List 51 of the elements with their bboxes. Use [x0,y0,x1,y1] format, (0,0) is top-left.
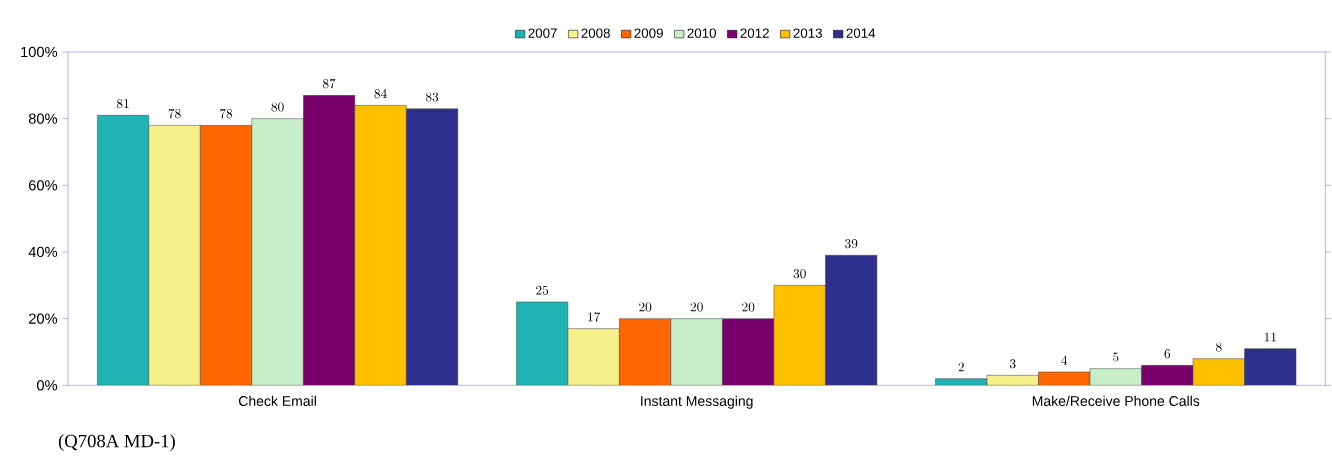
data-label: 83 [425,92,439,102]
y-tick-label: 20% [28,313,58,324]
data-label: 4 [1061,355,1068,365]
data-label: 8 [1216,342,1222,352]
data-label: 5 [1113,352,1119,362]
bar [516,301,569,386]
legend-label: 2009 [634,28,663,38]
legend-label: 2014 [846,28,876,38]
legend-label: 2013 [793,28,822,38]
legend-label: 2012 [740,28,769,38]
data-label: 20 [639,302,652,312]
data-label: 17 [588,312,601,322]
legend-label: 2010 [687,28,716,38]
data-label: 3 [1009,359,1016,369]
bar [773,285,826,386]
x-tick-label: Instant Messaging [641,395,753,409]
bar [148,125,201,386]
x-tick-label: Check Email [238,395,316,407]
y-tick-label: 0% [36,380,58,391]
bar [1089,368,1142,386]
x-tick-label: Make/Receive Phone Calls [1032,395,1200,407]
text: (Q708A MD-1) [58,434,175,452]
bar [97,115,150,386]
bar [251,118,304,386]
data-label: 81 [116,99,129,109]
data-label: 87 [322,78,336,89]
data-label: 78 [168,108,181,119]
y-tick-label: 40% [28,246,58,258]
data-label: 11 [1264,332,1276,342]
bar [1192,358,1245,386]
bar [670,318,723,386]
data-label: 78 [220,108,233,119]
data-label: 80 [271,102,284,112]
bar [567,328,620,386]
data-label: 84 [374,88,387,99]
bar [406,108,459,386]
data-label: 39 [845,239,858,249]
data-label: 20 [690,302,703,312]
y-tick-label: 80% [28,113,58,124]
y-tick-label: 100% [21,46,58,58]
data-label: 25 [536,285,549,295]
legend-label: 2007 [528,28,557,38]
data-label: 2 [958,362,964,372]
bar [1244,348,1297,386]
data-label: 20 [742,302,755,312]
legend-label: 2008 [581,28,610,38]
bar [825,255,878,386]
bar [354,105,407,386]
data-label: 30 [793,269,806,279]
data-label: 6 [1164,349,1171,359]
y-tick-label: 60% [29,180,58,191]
